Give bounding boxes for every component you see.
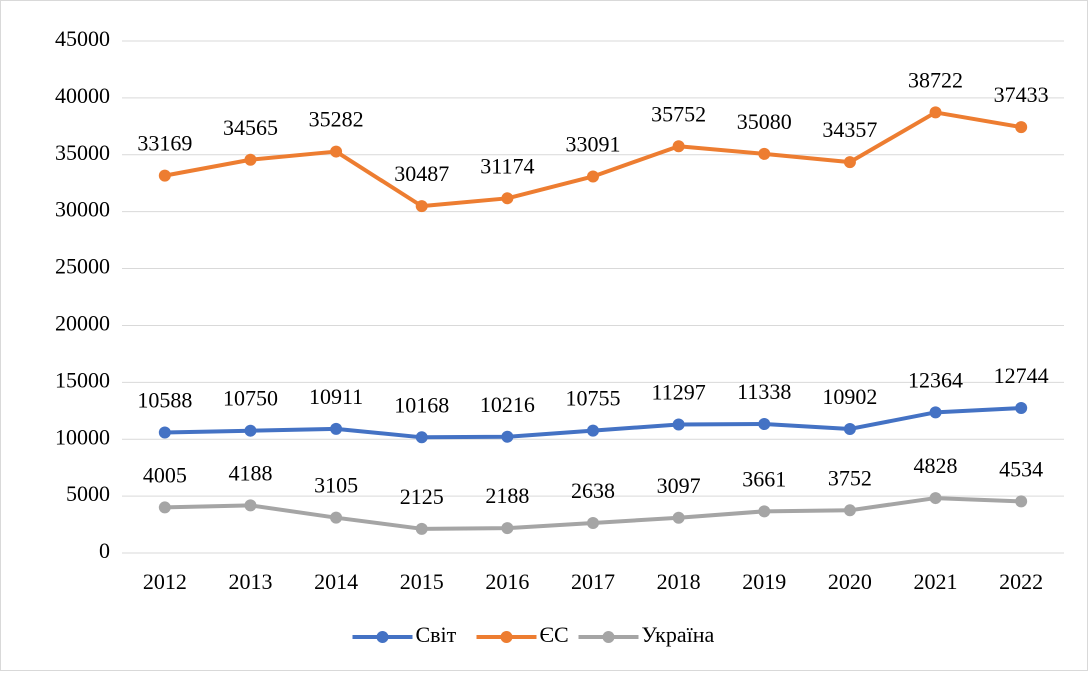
point (244, 153, 257, 166)
data-label: 4828 (914, 453, 958, 478)
data-label: 2125 (400, 484, 444, 509)
data-label: 34565 (223, 115, 278, 140)
point (501, 430, 514, 443)
x-tick-label: 2019 (742, 569, 786, 594)
point (843, 156, 856, 169)
point (929, 406, 942, 419)
point (415, 200, 428, 213)
point (244, 424, 257, 437)
y-tick-label: 40000 (55, 83, 110, 108)
data-label: 12364 (908, 367, 963, 392)
point (758, 505, 771, 518)
data-label: 10911 (309, 384, 363, 409)
point (1015, 121, 1028, 134)
x-tick-label: 2014 (314, 569, 358, 594)
point (415, 431, 428, 444)
point (672, 140, 685, 153)
point (758, 147, 771, 160)
data-label: 11338 (737, 379, 791, 404)
data-label: 11297 (652, 380, 706, 405)
data-label: 3097 (657, 473, 701, 498)
legend-marker (500, 631, 513, 643)
point (158, 426, 171, 439)
legend-marker (376, 631, 389, 643)
data-label: 35080 (737, 109, 792, 134)
data-label: 33091 (566, 132, 621, 157)
point (330, 511, 343, 524)
point (501, 522, 514, 535)
point (244, 499, 257, 512)
data-label: 37433 (994, 82, 1049, 107)
x-tick-label: 2012 (143, 569, 187, 594)
point (501, 192, 514, 205)
point (843, 504, 856, 517)
y-tick-label: 25000 (55, 254, 110, 279)
y-tick-label: 35000 (55, 140, 110, 165)
legend-label: ЄС (540, 622, 569, 647)
y-tick-label: 0 (99, 538, 110, 563)
point (758, 417, 771, 430)
data-label: 30487 (394, 161, 449, 186)
legend-label: Україна (642, 622, 715, 647)
data-label: 4188 (228, 460, 272, 485)
point (587, 516, 599, 529)
data-label: 10755 (566, 386, 621, 411)
point (1015, 402, 1028, 415)
point (672, 418, 685, 431)
point (587, 424, 599, 437)
data-label: 3661 (742, 466, 786, 491)
data-label: 4005 (143, 462, 187, 487)
legend-label: Світ (416, 622, 457, 647)
x-tick-label: 2013 (228, 569, 272, 594)
point (330, 145, 343, 158)
x-tick-label: 2017 (571, 569, 615, 594)
data-label: 35282 (309, 107, 364, 132)
data-label: 10750 (223, 386, 278, 411)
data-label: 2638 (571, 478, 615, 503)
data-label: 2188 (485, 483, 529, 508)
x-tick-label: 2021 (914, 569, 958, 594)
point (672, 511, 685, 524)
data-label: 3752 (828, 465, 872, 490)
point (158, 501, 171, 514)
x-tick-label: 2015 (400, 569, 444, 594)
point (330, 422, 343, 435)
point (929, 492, 942, 505)
data-label: 3105 (314, 473, 358, 498)
y-tick-label: 10000 (55, 424, 110, 449)
y-tick-label: 15000 (55, 367, 110, 392)
point (158, 169, 171, 182)
point (843, 422, 856, 435)
data-label: 38722 (908, 67, 963, 92)
data-label: 31174 (480, 153, 534, 178)
data-label: 10168 (394, 392, 449, 417)
y-tick-label: 30000 (55, 197, 110, 222)
data-label: 10588 (137, 388, 192, 413)
x-tick-label: 2018 (657, 569, 701, 594)
point (587, 170, 599, 183)
y-tick-label: 5000 (66, 481, 110, 506)
data-label: 35752 (651, 101, 706, 126)
data-label: 34357 (822, 117, 877, 142)
point (929, 106, 942, 119)
point (415, 522, 428, 535)
data-label: 12744 (994, 363, 1049, 388)
data-label: 10216 (480, 392, 535, 417)
point (1015, 495, 1028, 508)
data-label: 10902 (822, 384, 877, 409)
data-label: 33169 (137, 131, 192, 156)
legend-marker (602, 631, 615, 643)
x-tick-label: 2016 (485, 569, 529, 594)
x-tick-label: 2022 (999, 569, 1043, 594)
x-tick-label: 2020 (828, 569, 872, 594)
y-tick-label: 45000 (55, 26, 110, 51)
y-tick-label: 20000 (55, 310, 110, 335)
data-label: 4534 (999, 456, 1043, 481)
